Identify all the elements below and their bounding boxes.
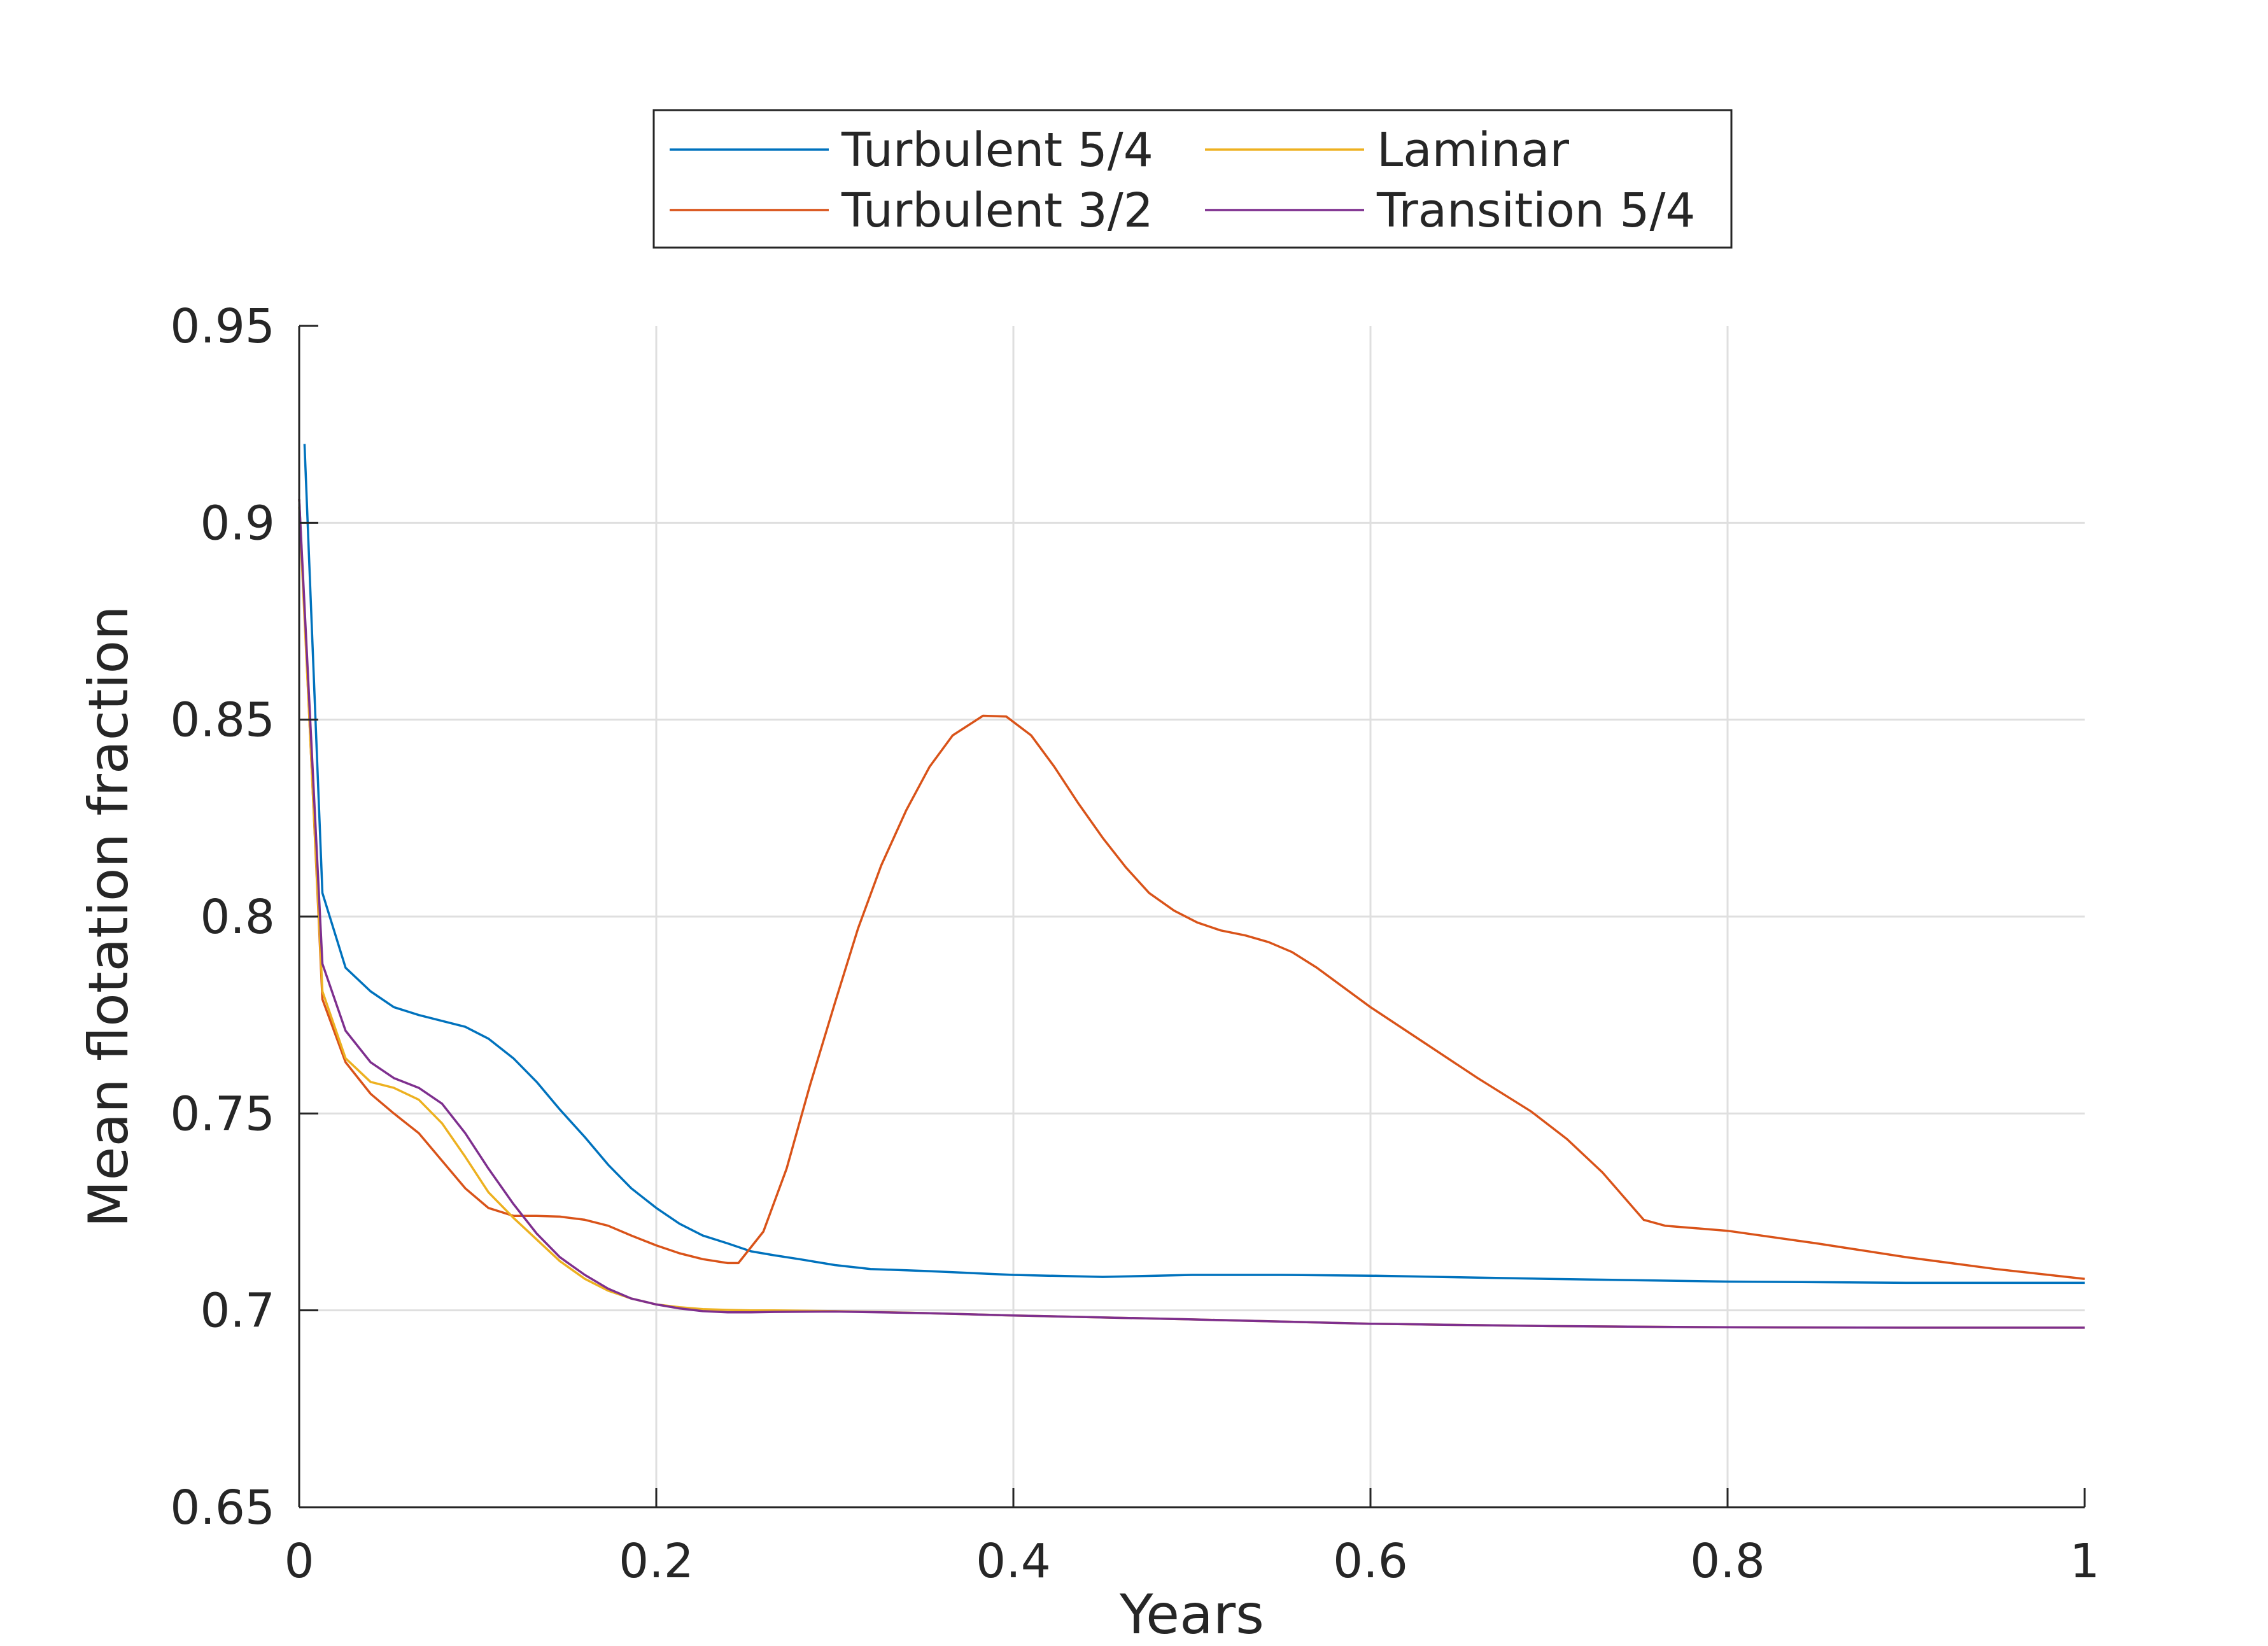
series-line-turbulent-3-2: [298, 499, 2085, 1280]
legend-box: [652, 109, 1733, 249]
x-tick-label-3: 0.6: [1333, 1534, 1408, 1589]
legend-label-transition-5-4: Transition 5/4: [1376, 183, 1695, 238]
legend-label-turbulent-5-4: Turbulent 5/4: [841, 123, 1153, 178]
y-tick-label-3: 0.8: [200, 890, 275, 945]
x-tick-label-2: 0.4: [976, 1534, 1051, 1589]
legend-label-turbulent-3-2: Turbulent 3/2: [841, 183, 1153, 238]
grid-lines: [299, 326, 2085, 1507]
legend: Turbulent 5/4 Turbulent 3/2 Laminar Tran…: [652, 109, 1733, 249]
y-tick-label-1: 0.7: [200, 1284, 275, 1339]
axes: [298, 325, 2086, 1509]
x-axis-title: Years: [1119, 1583, 1264, 1643]
x-tick-label-4: 0.8: [1690, 1534, 1765, 1589]
legend-label-laminar: Laminar: [1377, 123, 1569, 178]
x-tick-label-0: 0: [284, 1534, 314, 1589]
x-tick-label-5: 1: [2069, 1534, 2099, 1589]
x-tick-label-1: 0.2: [619, 1534, 694, 1589]
series-line-transition-5-4: [298, 499, 2085, 1329]
y-tick-label-4: 0.85: [170, 693, 275, 748]
y-tick-label-5: 0.9: [200, 496, 275, 551]
y-tick-label-0: 0.65: [170, 1481, 275, 1535]
series-lines: [298, 444, 2085, 1329]
y-axis-title: Mean flotation fraction: [77, 605, 141, 1227]
y-tick-label-2: 0.75: [170, 1087, 275, 1141]
series-line-turbulent-5-4: [303, 444, 2085, 1284]
y-tick-label-6: 0.95: [170, 299, 275, 354]
tick-labels: 0 0.2 0.4 0.6 0.8 1 0.65 0.7 0.75 0.8 0.85 0.9 0.95: [170, 299, 2099, 1589]
